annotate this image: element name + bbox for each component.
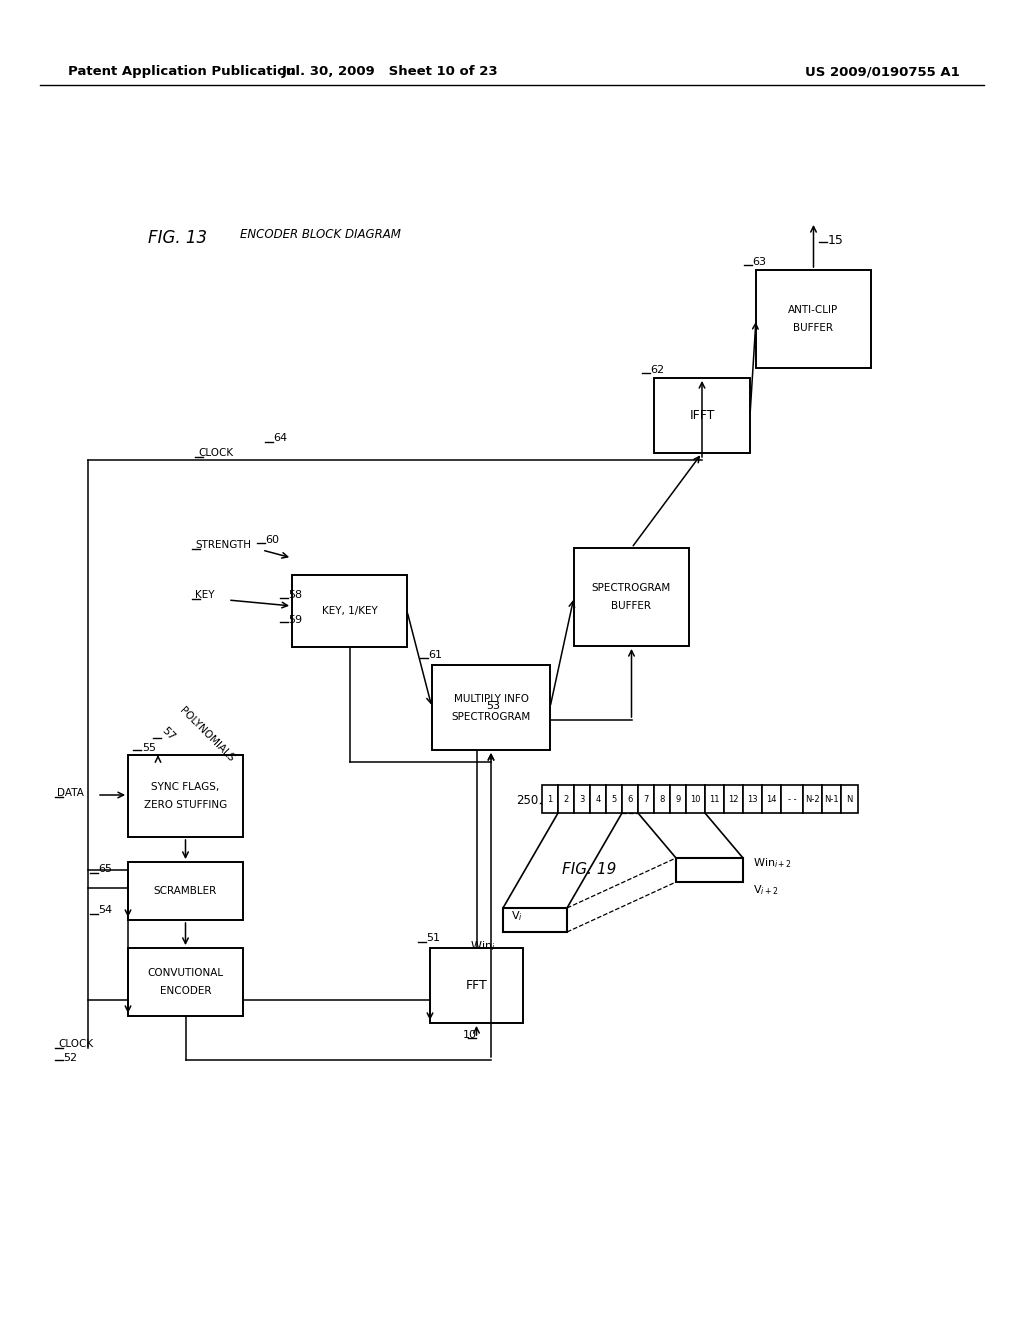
Text: ENCODER: ENCODER (160, 986, 211, 997)
Text: 10: 10 (690, 795, 700, 804)
Text: KEY: KEY (195, 590, 214, 601)
Bar (841, 785, 858, 813)
Text: CLOCK: CLOCK (58, 1039, 93, 1049)
Text: 52: 52 (63, 1053, 77, 1063)
Bar (803, 785, 822, 813)
Bar (558, 785, 574, 813)
Text: 64: 64 (273, 433, 287, 444)
Text: SPECTROGRAM: SPECTROGRAM (592, 583, 671, 593)
Text: SPECTROGRAM: SPECTROGRAM (452, 711, 530, 722)
Bar (590, 785, 606, 813)
Text: 1: 1 (548, 795, 553, 804)
Text: 61: 61 (428, 649, 442, 660)
Text: - -: - - (787, 795, 797, 804)
Text: FIG. 13: FIG. 13 (148, 228, 207, 247)
Text: 9: 9 (676, 795, 681, 804)
Text: FFT: FFT (466, 979, 487, 993)
Text: N-1: N-1 (824, 795, 839, 804)
Bar (292, 576, 407, 647)
Text: BUFFER: BUFFER (611, 601, 651, 611)
Bar (542, 785, 558, 813)
Bar (606, 785, 622, 813)
Bar (654, 378, 750, 453)
Bar (128, 948, 243, 1016)
Text: ENCODER BLOCK DIAGRAM: ENCODER BLOCK DIAGRAM (240, 228, 400, 242)
Text: 7: 7 (643, 795, 648, 804)
Text: 8: 8 (659, 795, 665, 804)
Bar (503, 908, 567, 932)
Text: SCRAMBLER: SCRAMBLER (154, 886, 217, 896)
Text: V$_{i+2}$: V$_{i+2}$ (753, 883, 778, 896)
Text: 15: 15 (827, 234, 844, 247)
Text: 53: 53 (486, 701, 501, 711)
Text: 11: 11 (710, 795, 720, 804)
Text: N: N (846, 795, 853, 804)
Text: 51: 51 (426, 933, 440, 942)
Bar (676, 858, 743, 882)
Text: 6: 6 (628, 795, 633, 804)
Bar (574, 785, 590, 813)
Text: 57: 57 (160, 726, 177, 743)
Text: 10: 10 (463, 1030, 476, 1040)
Text: 14: 14 (766, 795, 777, 804)
Text: 12: 12 (728, 795, 738, 804)
Bar (724, 785, 743, 813)
Text: CONVUTIONAL: CONVUTIONAL (147, 968, 223, 978)
Text: 58: 58 (288, 590, 302, 601)
Text: 5: 5 (611, 795, 616, 804)
Text: FIG. 19: FIG. 19 (562, 862, 616, 878)
Text: STRENGTH: STRENGTH (195, 540, 251, 550)
Text: 55: 55 (142, 743, 156, 752)
Text: 62: 62 (650, 366, 665, 375)
Bar (432, 665, 550, 750)
Text: N-2: N-2 (805, 795, 820, 804)
Text: BUFFER: BUFFER (794, 323, 834, 333)
Text: IFFT: IFFT (689, 409, 715, 422)
Text: KEY, 1/KEY: KEY, 1/KEY (322, 606, 378, 616)
Text: 2: 2 (563, 795, 568, 804)
Text: Jul. 30, 2009   Sheet 10 of 23: Jul. 30, 2009 Sheet 10 of 23 (282, 66, 499, 78)
Text: 59: 59 (288, 615, 302, 624)
Text: Win$_i$: Win$_i$ (470, 939, 495, 953)
Bar (822, 785, 841, 813)
Text: 3: 3 (580, 795, 585, 804)
Bar (430, 948, 523, 1023)
Bar (574, 548, 689, 645)
Text: CLOCK: CLOCK (198, 447, 233, 458)
Text: 13: 13 (748, 795, 758, 804)
Text: ZERO STUFFING: ZERO STUFFING (144, 800, 227, 810)
Text: 54: 54 (98, 906, 112, 915)
Text: ANTI-CLIP: ANTI-CLIP (788, 305, 839, 315)
Bar (705, 785, 724, 813)
Bar (743, 785, 762, 813)
Text: V$_i$: V$_i$ (511, 909, 523, 923)
Bar (670, 785, 686, 813)
Text: Patent Application Publication: Patent Application Publication (68, 66, 296, 78)
Bar (781, 785, 803, 813)
Bar (686, 785, 705, 813)
Text: 4: 4 (595, 795, 601, 804)
Text: POLYNOMIALS: POLYNOMIALS (178, 706, 237, 764)
Text: US 2009/0190755 A1: US 2009/0190755 A1 (805, 66, 961, 78)
Bar (128, 862, 243, 920)
Bar (762, 785, 781, 813)
Text: 63: 63 (752, 257, 766, 267)
Text: MULTIPLY INFO: MULTIPLY INFO (454, 693, 528, 704)
Bar (622, 785, 638, 813)
Bar (654, 785, 670, 813)
Text: Win$_{i+2}$: Win$_{i+2}$ (753, 857, 793, 870)
Bar (128, 755, 243, 837)
Text: 65: 65 (98, 865, 112, 874)
Bar (638, 785, 654, 813)
Text: 250: 250 (516, 793, 538, 807)
Text: SYNC FLAGS,: SYNC FLAGS, (152, 781, 219, 792)
Text: 60: 60 (265, 535, 279, 545)
Text: DATA: DATA (57, 788, 84, 799)
Bar (756, 271, 871, 368)
